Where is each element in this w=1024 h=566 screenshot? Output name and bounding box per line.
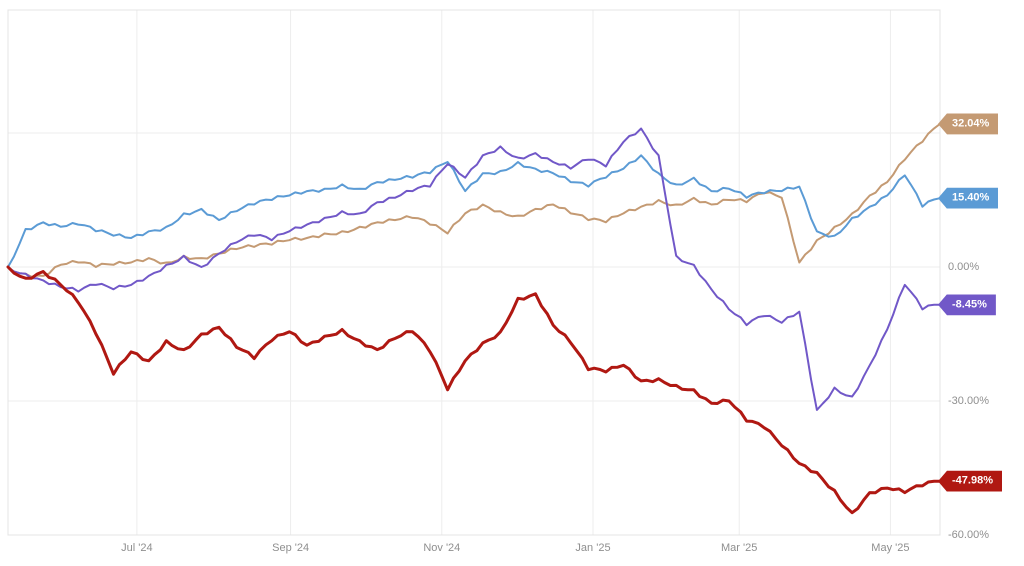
x-tick-label: May '25	[871, 542, 910, 554]
end-value-badge-purple: -8.45%	[938, 294, 996, 316]
x-tick-label: Jul '24	[121, 542, 153, 554]
series-line-purple[interactable]	[7, 127, 941, 411]
end-value-badge-blue: 15.40%	[938, 187, 999, 209]
end-value-badge-red: -47.98%	[938, 470, 1002, 492]
series-line-red[interactable]	[6, 265, 942, 515]
plot-border	[7, 9, 941, 536]
y-tick-label: -60.00%	[948, 529, 989, 541]
y-tick-label: 0.00%	[948, 261, 980, 273]
y-tick-label: -30.00%	[948, 395, 989, 407]
x-tick-label: Jan '25	[575, 542, 611, 554]
series-line-tan[interactable]	[7, 122, 941, 278]
x-tick-label: Nov '24	[423, 542, 461, 554]
x-tick-label: Mar '25	[721, 542, 758, 554]
series-line-blue[interactable]	[7, 154, 941, 268]
x-tick-label: Sep '24	[272, 542, 310, 554]
end-value-badge-tan: 32.04%	[938, 113, 999, 135]
